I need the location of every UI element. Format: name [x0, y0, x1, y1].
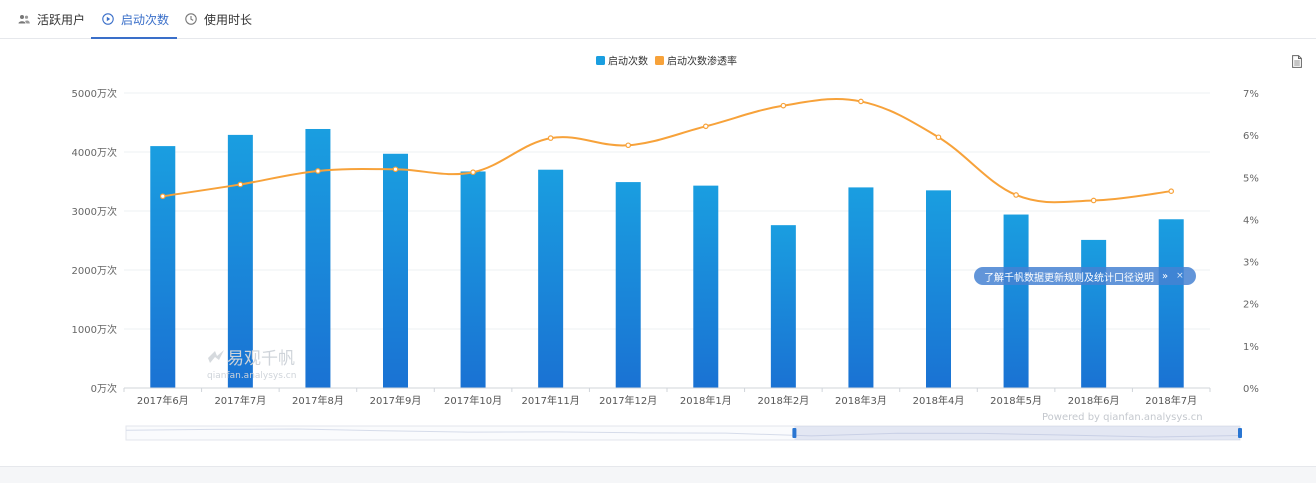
zoom-slider [125, 425, 1242, 441]
x-tick-label: 2018年1月 [680, 394, 732, 407]
legend-swatch-launch-count [596, 56, 605, 65]
x-tick-label: 2018年5月 [990, 394, 1042, 407]
footer-bar [0, 466, 1316, 483]
bar [1003, 214, 1029, 388]
bar [383, 153, 408, 388]
x-tick-label: 2018年6月 [1068, 394, 1120, 407]
x-tick-label: 2018年4月 [913, 394, 965, 407]
line-point [547, 135, 554, 141]
line-point [315, 168, 321, 174]
line-point [470, 169, 476, 176]
y-right-tick-label: 7% [1243, 89, 1259, 100]
clock-icon [184, 12, 198, 26]
play-circle-icon [101, 12, 115, 26]
line-point [625, 142, 632, 149]
bar [227, 134, 253, 388]
users-icon [17, 12, 31, 26]
tab-usage-duration[interactable]: 使用时长 [184, 0, 252, 38]
bar [150, 146, 176, 388]
bar [926, 190, 951, 388]
tab-launch-count[interactable]: 启动次数 [90, 0, 178, 39]
x-tick-label: 2017年8月 [292, 394, 344, 407]
line-point [702, 123, 709, 130]
line-point [1090, 197, 1097, 204]
y-left-tick-label: 1000万次 [72, 323, 117, 336]
bar [538, 169, 564, 388]
y-right-tick-label: 1% [1243, 342, 1259, 353]
y-right-tick-label: 6% [1243, 131, 1259, 142]
x-tick-label: 2018年2月 [757, 394, 809, 407]
legend-label-launch-count: 启动次数 [608, 55, 648, 68]
chart-grid [124, 92, 1210, 330]
notice-arrow-icon[interactable]: » [1162, 270, 1169, 282]
x-tick-label: 2017年11月 [522, 394, 580, 407]
bar [1158, 219, 1184, 388]
zoom-preview-line [125, 428, 1241, 438]
bar-series [150, 128, 1184, 389]
document-icon[interactable] [1292, 55, 1302, 68]
line-point [392, 166, 399, 173]
launch-count-chart: 0万次 1000万次 2000万次 3000万次 4000万次 5000万次 0% 1% 2% 3… [72, 55, 1259, 441]
y-left-tick-label: 5000万次 [72, 87, 117, 100]
bar [1081, 239, 1107, 388]
legend-swatch-penetration [655, 56, 664, 65]
notice-text[interactable]: 了解千帆数据更新规则及统计口径说明 [984, 272, 1154, 284]
bar [848, 187, 874, 388]
line-points [159, 98, 1175, 204]
bar [460, 171, 486, 388]
bar [305, 128, 331, 389]
y-left-tick-label: 4000万次 [72, 146, 117, 159]
x-tick-label: 2017年12月 [599, 394, 657, 407]
bar [693, 185, 719, 388]
bar [770, 225, 796, 388]
brand-logo-icon [208, 349, 224, 363]
tab-label: 启动次数 [121, 12, 170, 27]
chart-legend: 启动次数 启动次数渗透率 [596, 55, 737, 68]
y-right-tick-label: 4% [1243, 215, 1259, 226]
tab-label: 活跃用户 [37, 12, 86, 27]
x-tick-label: 2017年7月 [214, 394, 266, 407]
x-tick-label: 2018年3月 [835, 394, 887, 407]
legend-label-penetration: 启动次数渗透率 [667, 55, 737, 68]
data-rules-notice[interactable]: 了解千帆数据更新规则及统计口径说明 » × [974, 267, 1196, 285]
x-tick-label: 2018年7月 [1145, 394, 1197, 407]
line-point [858, 98, 864, 105]
watermark: 易观千帆 qianfan.analysys.cn [205, 344, 296, 381]
chart-axes: 0万次 1000万次 2000万次 3000万次 4000万次 5000万次 0% 1% 2% 3… [72, 87, 1259, 407]
line-point [159, 193, 166, 200]
y-right-tick-label: 2% [1243, 300, 1259, 311]
y-right-tick-label: 5% [1243, 173, 1259, 184]
line-point [1013, 192, 1019, 198]
tab-bar: 活跃用户 启动次数 使用时长 [0, 0, 1316, 39]
line-point [935, 134, 942, 141]
line-point [1168, 188, 1175, 194]
x-tick-label: 2017年6月 [137, 394, 189, 407]
zoom-handle[interactable] [1238, 428, 1242, 438]
x-tick-label: 2017年9月 [370, 394, 422, 407]
tab-active-users[interactable]: 活跃用户 [17, 0, 85, 38]
powered-by: Powered by qianfan.analysys.cn [1042, 412, 1203, 423]
y-left-tick-label: 3000万次 [72, 205, 117, 218]
penetration-line [162, 97, 1172, 204]
zoom-selection[interactable] [794, 426, 1240, 440]
watermark-url: qianfan.analysys.cn [207, 371, 297, 381]
y-right-tick-label: 0% [1243, 384, 1259, 395]
y-left-tick-label: 0万次 [91, 382, 117, 395]
y-left-tick-label: 2000万次 [72, 264, 117, 277]
line-point [780, 102, 787, 109]
y-right-tick-label: 3% [1243, 258, 1259, 269]
watermark-brand: 易观千帆 [227, 349, 295, 369]
zoom-handle[interactable] [792, 428, 797, 438]
bar [615, 182, 641, 388]
chart-area: 0万次 1000万次 2000万次 3000万次 4000万次 5000万次 0% 1% 2% 3… [0, 39, 1316, 466]
notice-close-icon[interactable]: × [1176, 271, 1184, 281]
x-tick-label: 2017年10月 [444, 394, 502, 407]
tab-label: 使用时长 [204, 12, 253, 27]
line-point [237, 181, 244, 188]
